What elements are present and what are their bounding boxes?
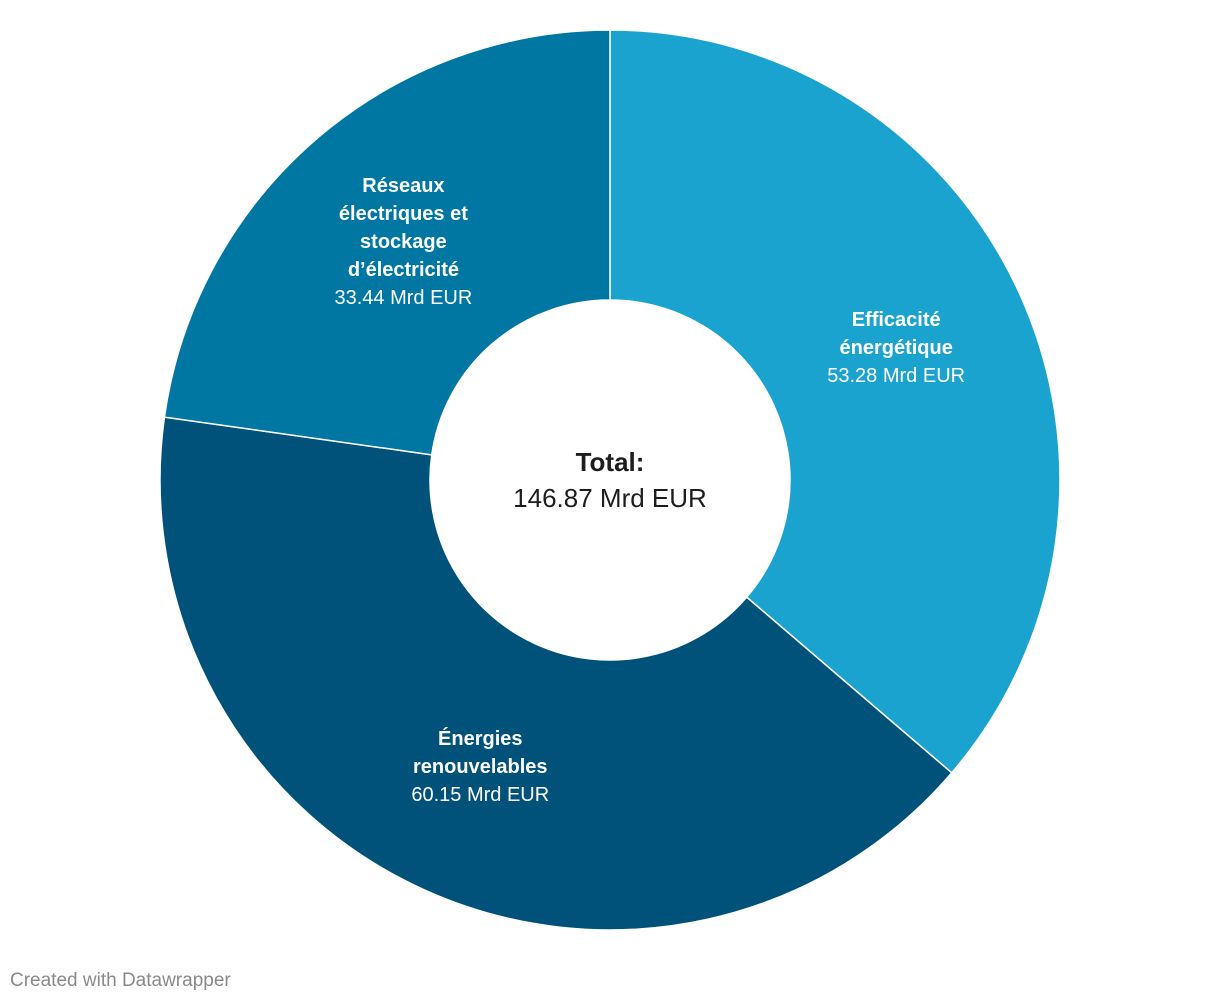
value-label: 53.28 Mrd EUR: [827, 365, 966, 388]
credit: Created with Datawrapper: [10, 970, 231, 991]
slice-label: Réseaux électriques et stockage d’électr…: [333, 172, 473, 312]
category-label: Efficacité énergétique: [839, 309, 953, 360]
center-title: Total:: [575, 447, 645, 477]
category-label: Réseaux électriques et stockage d’électr…: [338, 175, 468, 282]
value-label: 33.44 Mrd EUR: [334, 287, 473, 310]
value-label: 60.15 Mrd EUR: [411, 784, 550, 807]
donut-slice: [609, 29, 1061, 774]
donut-slice: [159, 416, 953, 931]
slice-label: Efficacité énergétique 53.28 Mrd EUR: [806, 306, 986, 390]
slice-label: Énergies renouvelables 60.15 Mrd EUR: [395, 725, 565, 809]
donut-slice: [163, 29, 611, 456]
category-label: Énergies renouvelables: [413, 728, 548, 779]
center-label: Total: 146.87 Mrd EUR: [513, 444, 707, 516]
center-value: 146.87 Mrd EUR: [513, 483, 707, 513]
